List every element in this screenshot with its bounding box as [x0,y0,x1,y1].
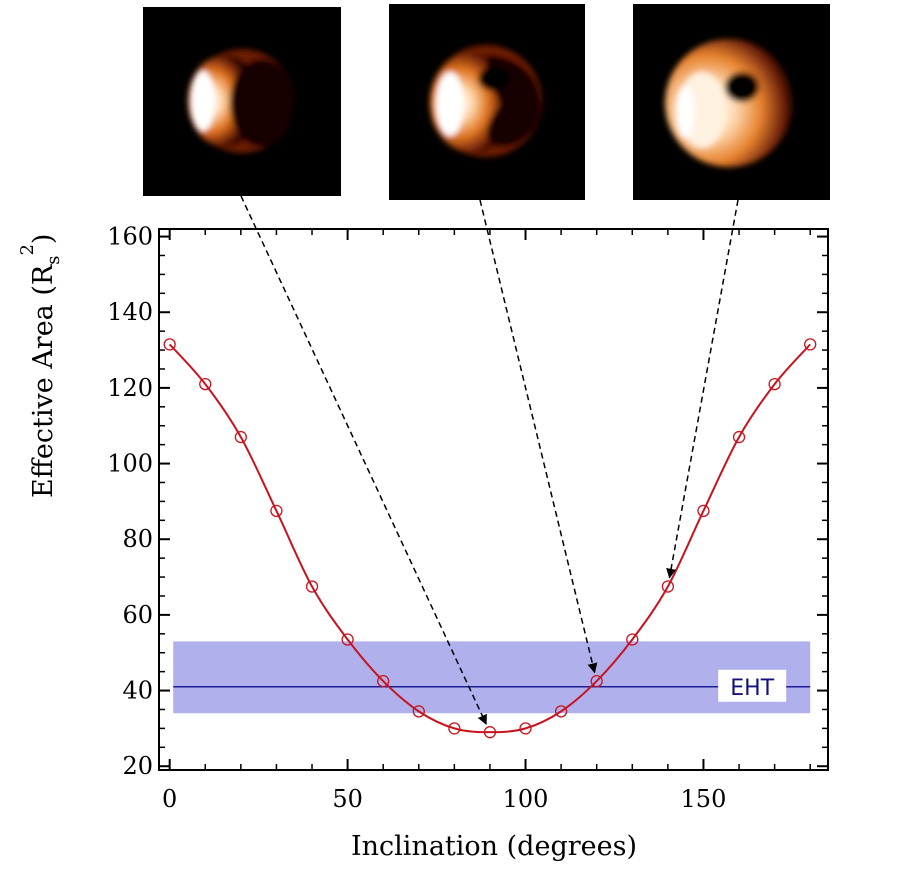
data-point-160 [732,430,746,444]
data-point-130 [626,633,639,646]
y-tick-label-100: 100 [107,450,153,478]
eht-band: EHT [173,641,811,714]
x-tick-label-150: 150 [681,785,727,813]
x-tick-label-50: 50 [332,785,363,813]
axis-ticks: 0 50 100 150 20 40 60 80 100 120 140 160 [107,223,828,813]
data-point-10 [199,377,212,391]
data-point-30 [270,504,283,517]
eht-label-box [718,669,787,702]
y-tick-label-20: 20 [122,752,153,780]
x-tick-label-100: 100 [503,785,549,813]
y-tick-label-40: 40 [122,677,153,705]
data-point-40 [305,580,319,593]
plot-frame [158,228,829,771]
series-line [168,343,811,734]
data-point-100 [519,722,532,735]
data-point-0 [163,338,176,351]
data-point-20 [234,430,247,444]
series-effective-area [163,338,817,739]
data-point-180 [804,338,817,351]
data-point-120 [590,674,603,688]
shadow-image-low [143,7,341,196]
y-tick-label-160: 160 [107,223,153,251]
data-point-70 [412,705,425,718]
shadow-image-mid [389,4,585,200]
eht-band-fill [173,641,811,714]
y-tick-label-80: 80 [122,525,153,553]
y-axis-title: Effective Area (Rs2) [17,234,64,498]
data-point-170 [768,377,781,391]
x-tick-label-0: 0 [162,785,177,813]
x-axis-title: Inclination (degrees) [351,831,637,862]
data-point-50 [341,633,354,646]
data-point-80 [448,722,461,735]
data-point-90 [483,726,497,739]
data-point-110 [554,705,568,718]
data-point-150 [697,504,710,517]
y-tick-label-60: 60 [122,601,153,629]
arrow-shadow-image-low [240,195,487,725]
y-tick-label-120: 120 [107,374,153,402]
inset-arrows [240,195,739,725]
data-point-60 [377,674,390,688]
data-point-140 [661,580,675,593]
eht-label: EHT [730,676,774,701]
arrow-shadow-image-high [666,199,739,579]
shadow-image-high [633,4,830,200]
y-tick-label-140: 140 [107,298,153,326]
arrow-shadow-image-mid [479,199,598,674]
